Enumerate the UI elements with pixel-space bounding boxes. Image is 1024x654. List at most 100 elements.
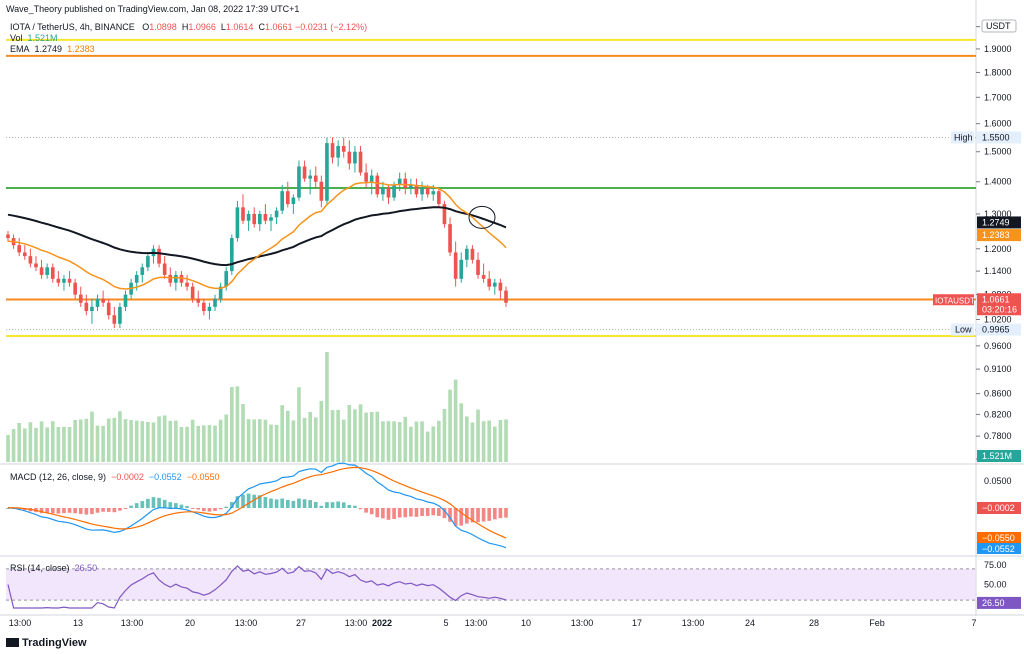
candle-body bbox=[381, 188, 385, 195]
macd-histogram-bar bbox=[420, 508, 424, 517]
macd-histogram-bar bbox=[442, 508, 447, 519]
candle-body bbox=[403, 178, 408, 189]
price-change: −0.0231 (−2.12%) bbox=[295, 22, 368, 32]
price-tick-label: 1.9000 bbox=[984, 44, 1012, 54]
volume-bar bbox=[409, 426, 413, 462]
macd-histogram-bar bbox=[224, 506, 229, 508]
volume-bar bbox=[274, 424, 279, 462]
volume-bar bbox=[174, 420, 178, 462]
candle-body bbox=[179, 274, 184, 283]
volume-bar bbox=[280, 405, 284, 462]
volume-bar bbox=[106, 418, 111, 462]
candle-body bbox=[67, 278, 72, 283]
rsi-legend: RSI (14, close) 26.50 bbox=[10, 563, 97, 573]
macd-histogram-bar bbox=[386, 508, 391, 520]
candle-body bbox=[22, 252, 27, 257]
candle-body bbox=[246, 213, 251, 221]
volume-bar bbox=[224, 414, 229, 462]
candle-body bbox=[45, 267, 49, 275]
candle-body bbox=[39, 267, 44, 275]
volume-bar bbox=[336, 409, 340, 462]
volume-bar bbox=[470, 422, 475, 462]
volume-bar bbox=[112, 417, 117, 462]
candle-body bbox=[392, 184, 396, 198]
macd-histogram-bar bbox=[202, 508, 206, 512]
macd-histogram-bar bbox=[498, 508, 503, 519]
volume-bar bbox=[39, 421, 44, 462]
macd-histogram-bar bbox=[308, 500, 312, 508]
candle-body bbox=[112, 315, 117, 324]
volume-bar bbox=[498, 420, 503, 462]
candle-body bbox=[146, 256, 150, 268]
macd-histogram-bar bbox=[358, 508, 363, 510]
volume-bar bbox=[358, 404, 363, 462]
macd-histogram-bar bbox=[341, 502, 346, 508]
macd-histogram-bar bbox=[263, 497, 268, 508]
volume-bar bbox=[129, 420, 133, 462]
tradingview-logo[interactable]: TradingView bbox=[6, 637, 87, 649]
candle-body bbox=[95, 298, 100, 307]
macd-histogram-bar bbox=[39, 508, 44, 514]
ema-short-line bbox=[7, 181, 507, 290]
candle-body bbox=[56, 278, 61, 283]
volume-bar bbox=[6, 434, 10, 462]
volume-bar bbox=[146, 421, 150, 462]
volume-bar bbox=[313, 417, 318, 462]
ohlc-open: O1.0898 bbox=[142, 22, 177, 32]
rsi-tick-label: 75.00 bbox=[984, 560, 1007, 570]
candle-body bbox=[185, 282, 189, 287]
candle-body bbox=[465, 248, 469, 260]
volume-bar bbox=[431, 426, 436, 462]
candle-body bbox=[196, 298, 201, 303]
volume-bar bbox=[67, 427, 72, 462]
time-tick-label: 13:00 bbox=[121, 618, 144, 628]
time-tick-label: 13:00 bbox=[345, 618, 368, 628]
macd-histogram-bar bbox=[319, 505, 324, 508]
candle-body bbox=[347, 151, 352, 164]
macd-line bbox=[7, 462, 507, 549]
macd-histogram-bar bbox=[375, 508, 380, 518]
macd-histogram-bar bbox=[381, 508, 385, 519]
rsi-value: 26.50 bbox=[74, 563, 98, 573]
candle-body bbox=[118, 306, 122, 324]
price-tick-label: 1.6000 bbox=[984, 119, 1012, 129]
rsi-line bbox=[7, 565, 507, 609]
candle-body bbox=[241, 207, 245, 221]
macd-histogram-bar bbox=[336, 501, 340, 508]
macd-histogram-bar bbox=[492, 508, 497, 520]
volume-bar bbox=[476, 409, 480, 462]
rsi-value-tag bbox=[977, 596, 1021, 609]
candle-body bbox=[218, 286, 223, 299]
macd-histogram-bar bbox=[246, 493, 251, 508]
low-tag bbox=[951, 323, 974, 336]
candle-body bbox=[174, 274, 178, 283]
macd-histogram-bar bbox=[453, 508, 458, 526]
high-value-label: 1.5500 bbox=[982, 132, 1010, 142]
macd-histogram-bar bbox=[302, 499, 307, 508]
macd-histogram-bar bbox=[448, 508, 452, 522]
macd-histogram-bar bbox=[465, 508, 469, 524]
candle-body bbox=[459, 259, 464, 279]
volume-bar bbox=[45, 427, 49, 462]
macd-histogram-bar bbox=[140, 501, 145, 508]
volume-bar bbox=[56, 427, 61, 462]
macd-histogram-bar bbox=[146, 498, 150, 508]
low-value-tag bbox=[977, 323, 1021, 336]
macd-histogram-bar bbox=[414, 508, 419, 517]
volume-bar bbox=[504, 419, 508, 462]
macd-histogram-bar bbox=[84, 508, 89, 515]
price-tick-label: 1.5000 bbox=[984, 147, 1012, 157]
candle-body bbox=[252, 213, 257, 225]
candle-body bbox=[420, 188, 424, 195]
time-tick-label: Feb bbox=[869, 618, 885, 628]
candle-body bbox=[481, 274, 486, 279]
time-tick-label: 13:00 bbox=[465, 618, 488, 628]
candle-body bbox=[106, 302, 111, 316]
macd-legend: MACD (12, 26, close, 9) −0.0002 −0.0552 … bbox=[10, 472, 219, 482]
time-tick-label: 24 bbox=[745, 618, 755, 628]
macd-histogram-bar bbox=[425, 508, 430, 516]
volume-bar bbox=[101, 425, 105, 462]
candle-body bbox=[263, 213, 268, 221]
candle-body bbox=[90, 306, 94, 312]
